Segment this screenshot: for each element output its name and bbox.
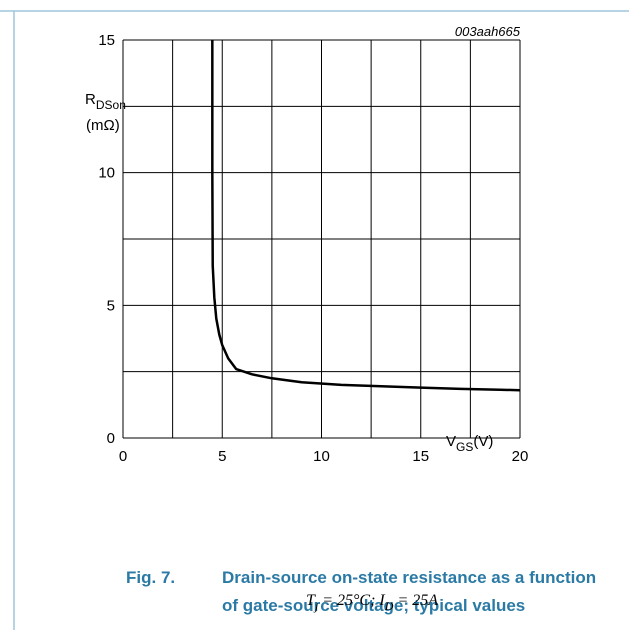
y-tick-label: 10 xyxy=(98,165,115,182)
x-tick-label: 0 xyxy=(119,448,127,465)
y-tick-label: 5 xyxy=(107,297,115,314)
conditions: Tj = 25°C; ID = 25A xyxy=(306,592,438,613)
y-tick-label: 0 xyxy=(107,430,115,447)
label-part: T xyxy=(306,592,316,609)
subscript: j xyxy=(313,599,319,613)
annotation: 003aah665 xyxy=(455,24,521,39)
label-part: R xyxy=(85,91,96,108)
y-axis-unit: (mΩ) xyxy=(86,117,120,134)
x-tick-label: 20 xyxy=(512,448,529,465)
caption-line: Drain-source on-state resistance as a fu… xyxy=(222,568,596,587)
subscript: D xyxy=(384,599,394,613)
subscript: DSon xyxy=(96,98,126,112)
caption-label: Fig. 7. xyxy=(126,568,175,587)
y-axis-label: RDSon xyxy=(85,91,126,112)
y-tick-label: 15 xyxy=(98,32,115,49)
x-tick-label: 15 xyxy=(412,448,429,465)
label-part: V xyxy=(446,433,456,450)
label-part: (V) xyxy=(473,433,493,450)
subscript: GS xyxy=(456,440,473,454)
x-tick-label: 5 xyxy=(218,448,226,465)
label-part: = 25A xyxy=(393,592,438,609)
x-tick-label: 10 xyxy=(313,448,330,465)
x-axis-label: VGS(V) xyxy=(446,433,493,454)
label-part: = 25°C; I xyxy=(318,592,385,609)
caption-line: of gate-source voltage; typical values xyxy=(222,596,525,615)
data-line xyxy=(211,40,521,392)
